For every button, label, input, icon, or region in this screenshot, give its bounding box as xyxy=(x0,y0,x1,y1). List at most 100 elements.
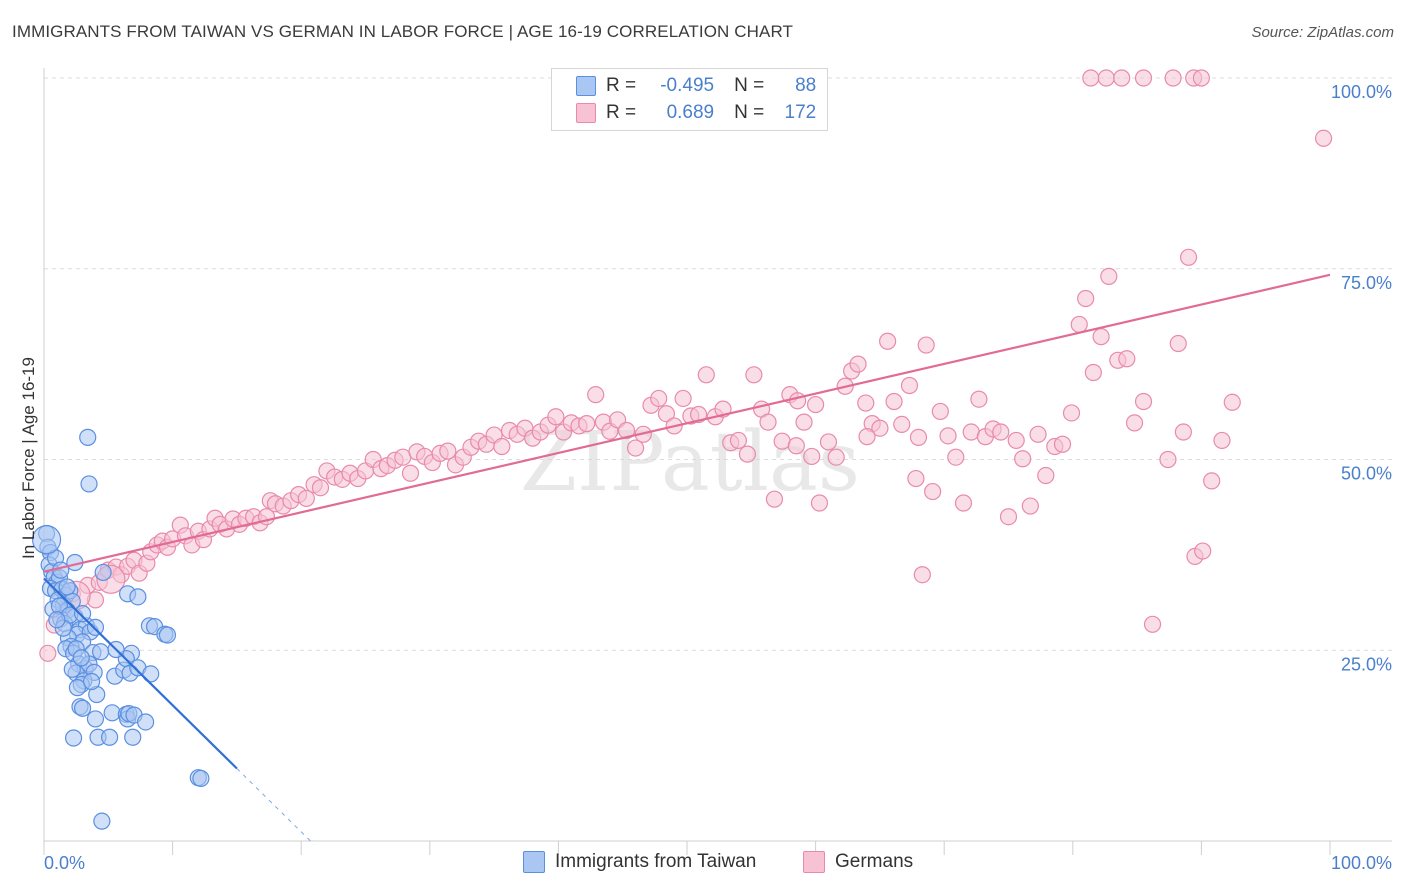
taiwan-point xyxy=(86,618,105,636)
germans-point xyxy=(1118,350,1136,368)
legend-n-value: 172 xyxy=(784,102,817,123)
germans-point xyxy=(871,419,889,437)
x-tick-label: 0.0% xyxy=(44,853,85,873)
legend-label-taiwan: Immigrants from Taiwan xyxy=(555,851,757,872)
taiwan-point xyxy=(124,728,142,746)
germans-point xyxy=(788,392,807,410)
legend-swatch-blue xyxy=(576,76,596,96)
taiwan-point xyxy=(93,812,111,830)
germans-point xyxy=(1169,334,1187,353)
legend-swatch-pink xyxy=(803,851,825,873)
germans-point xyxy=(1014,450,1032,468)
germans-point xyxy=(806,395,825,414)
germans-point xyxy=(1092,328,1110,346)
germans-point xyxy=(924,482,942,501)
germans-point xyxy=(1070,315,1088,334)
taiwan-point xyxy=(63,660,81,678)
germans-point xyxy=(849,355,867,373)
source-label: Source: ZipAtlas.com xyxy=(1251,24,1394,41)
germans-trend-line xyxy=(43,273,1331,573)
taiwan-point xyxy=(82,672,101,691)
legend-r-label: R = xyxy=(606,75,637,96)
germans-point xyxy=(401,464,420,482)
taiwan-point xyxy=(68,679,87,697)
germans-point xyxy=(578,415,596,433)
taiwan-point xyxy=(80,475,98,493)
germans-point xyxy=(439,442,457,460)
y-tick-label: 50.0% xyxy=(1341,464,1392,484)
germans-point xyxy=(1213,431,1231,450)
legend-swatch-blue xyxy=(523,851,545,873)
germans-point xyxy=(674,389,692,408)
germans-point xyxy=(1097,69,1115,87)
germans-point xyxy=(689,405,708,424)
legend-label-germans: Germans xyxy=(835,851,914,872)
germans-point xyxy=(810,494,829,512)
legend-r-label: R = xyxy=(606,102,637,123)
germans-point xyxy=(900,376,919,395)
germans-point xyxy=(697,366,715,384)
germans-point xyxy=(827,448,845,466)
taiwan-trend-extension xyxy=(236,768,315,845)
germans-point xyxy=(617,421,636,440)
taiwan-point xyxy=(86,710,105,728)
germans-point xyxy=(913,566,931,584)
germans-point xyxy=(1164,69,1182,87)
germans-point xyxy=(970,390,988,408)
germans-point xyxy=(917,336,935,354)
bottom-legend-germans: Germans xyxy=(803,851,913,873)
germans-point xyxy=(795,413,813,431)
germans-point xyxy=(1084,363,1102,382)
chart-title: IMMIGRANTS FROM TAIWAN VS GERMAN IN LABO… xyxy=(12,22,794,41)
germans-point xyxy=(587,386,605,404)
germans-point xyxy=(297,489,315,508)
germans-point xyxy=(1053,435,1072,453)
germans-point xyxy=(1077,289,1095,308)
germans-point xyxy=(1100,267,1118,285)
germans-point xyxy=(947,448,965,466)
taiwan-point xyxy=(73,699,92,717)
legend-n-label: N = xyxy=(734,102,765,123)
stats-legend: R = -0.495 N = 88 R = 0.689 N = 172 xyxy=(551,68,828,131)
germans-point xyxy=(1125,414,1144,432)
germans-point xyxy=(1203,472,1221,490)
taiwan-point xyxy=(73,605,92,623)
germans-point xyxy=(879,332,897,350)
tick-labels: 25.0% 50.0% 75.0% 100.0% 0.0% 100.0% xyxy=(44,82,1392,873)
y-tick-label: 75.0% xyxy=(1341,273,1392,293)
germans-point xyxy=(765,490,784,508)
germans-point xyxy=(626,439,645,457)
germans-point xyxy=(885,392,903,411)
germans-point xyxy=(759,413,777,431)
taiwan-point xyxy=(94,563,112,582)
germans-point xyxy=(745,366,763,384)
taiwan-point xyxy=(158,626,177,644)
legend-r-value: 0.689 xyxy=(666,102,715,123)
series-germans xyxy=(39,69,1333,662)
taiwan-point xyxy=(129,588,147,606)
germans-point xyxy=(738,445,757,463)
taiwan-point xyxy=(79,428,97,446)
legend-swatch-pink xyxy=(576,103,596,123)
y-tick-label: 25.0% xyxy=(1341,654,1392,674)
germans-point xyxy=(1134,69,1153,87)
germans-point xyxy=(954,494,973,512)
taiwan-point xyxy=(91,643,110,661)
germans-point xyxy=(773,432,791,450)
taiwan-point xyxy=(31,525,62,555)
germans-point xyxy=(819,433,838,451)
germans-point xyxy=(803,447,821,466)
germans-point xyxy=(1062,404,1081,422)
bottom-legend-taiwan: Immigrants from Taiwan xyxy=(523,851,756,873)
germans-point xyxy=(858,428,876,446)
germans-point xyxy=(931,402,949,421)
germans-point xyxy=(547,408,565,426)
legend-r-value: -0.495 xyxy=(660,75,715,96)
germans-point xyxy=(1174,423,1192,441)
axes xyxy=(43,68,1392,855)
germans-point xyxy=(1194,542,1212,560)
y-axis-label: In Labor Force | Age 16-19 xyxy=(19,357,38,559)
x-tick-label: 100.0% xyxy=(1331,853,1392,873)
germans-point xyxy=(907,469,925,488)
